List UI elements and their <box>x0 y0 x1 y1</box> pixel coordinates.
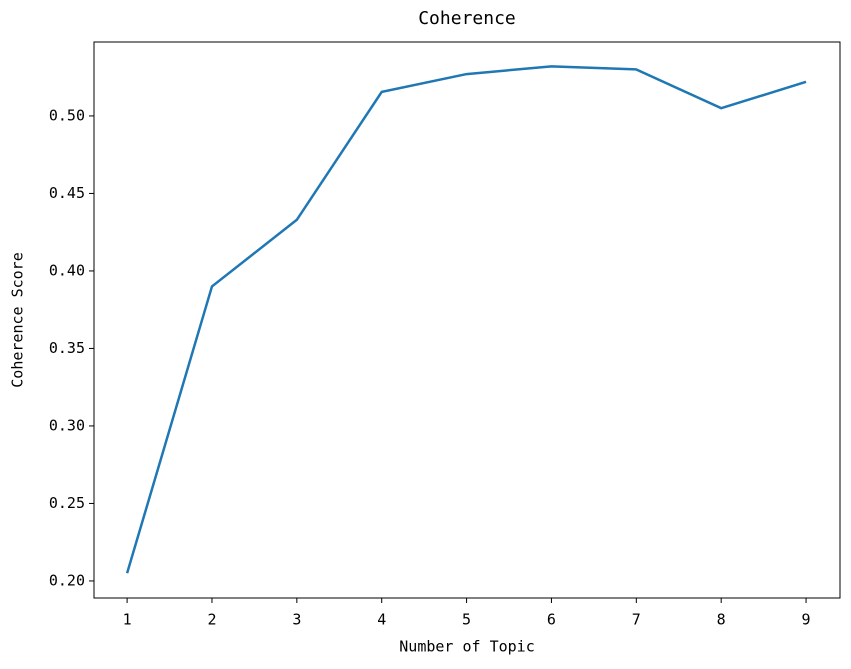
y-tick-label: 0.35 <box>49 339 85 357</box>
x-tick-label: 4 <box>377 611 386 629</box>
x-axis-label: Number of Topic <box>399 638 534 656</box>
chart-title: Coherence <box>418 8 516 29</box>
y-tick-label: 0.45 <box>49 184 85 202</box>
plot-frame <box>93 41 841 599</box>
y-tick-label: 0.30 <box>49 416 85 434</box>
x-tick-label: 7 <box>632 611 641 629</box>
x-tick-label: 9 <box>802 611 811 629</box>
data-line <box>125 65 807 574</box>
y-tick-label: 0.20 <box>49 571 85 589</box>
x-tick-label: 6 <box>547 611 556 629</box>
x-tick-label: 8 <box>717 611 726 629</box>
y-tick-label: 0.40 <box>49 261 85 279</box>
y-axis-label: Coherence Score <box>9 252 27 387</box>
y-tick-label: 0.50 <box>49 106 85 124</box>
x-tick-label: 3 <box>292 611 301 629</box>
x-tick-label: 2 <box>207 611 216 629</box>
y-tick-label: 0.25 <box>49 494 85 512</box>
x-tick-label: 1 <box>123 611 132 629</box>
x-tick-label: 5 <box>462 611 471 629</box>
